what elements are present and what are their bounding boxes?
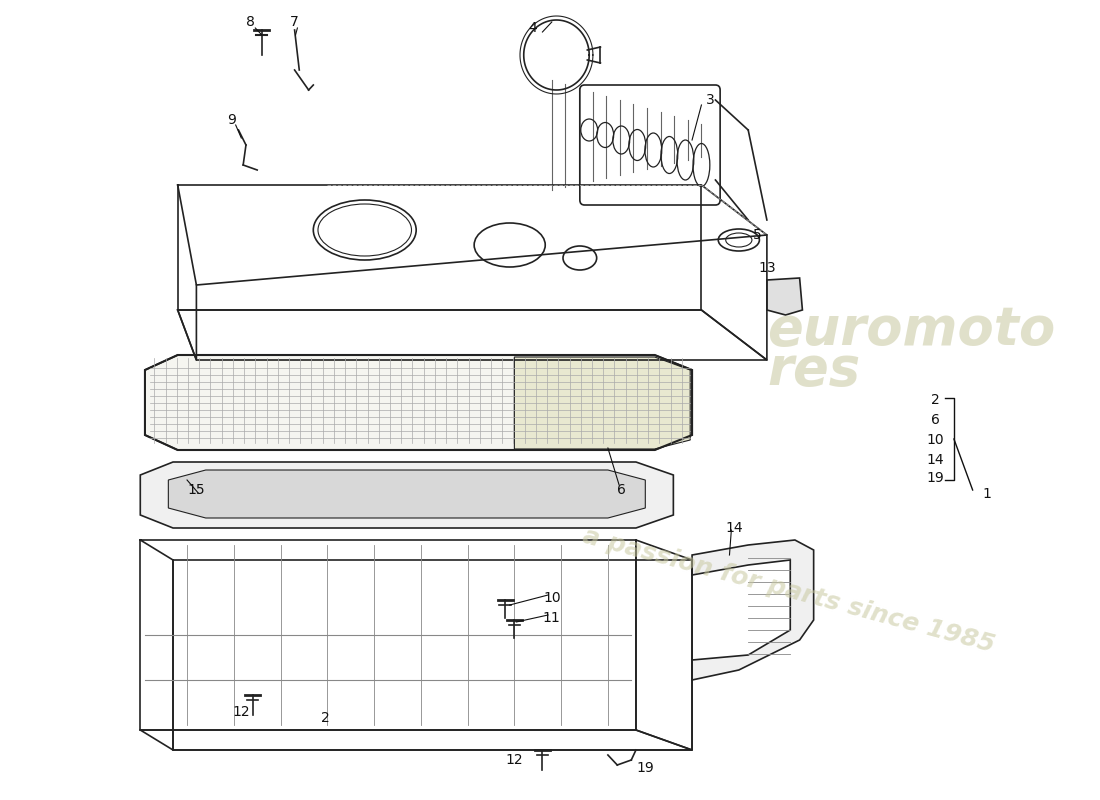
Text: 5: 5	[754, 228, 762, 242]
Polygon shape	[515, 357, 690, 449]
Text: 19: 19	[926, 471, 944, 485]
Text: 19: 19	[637, 761, 654, 775]
Text: 12: 12	[232, 705, 250, 719]
Text: 4: 4	[529, 21, 538, 35]
Text: 10: 10	[926, 433, 944, 447]
Polygon shape	[145, 355, 692, 450]
Polygon shape	[141, 462, 673, 528]
Text: 1: 1	[982, 487, 991, 501]
Text: 14: 14	[926, 453, 944, 467]
Text: 7: 7	[290, 15, 299, 29]
Text: 10: 10	[543, 591, 561, 605]
Text: 15: 15	[188, 483, 206, 497]
Text: 2: 2	[321, 711, 330, 725]
Text: 12: 12	[506, 753, 524, 767]
Text: res: res	[767, 344, 860, 396]
Text: euromoto: euromoto	[767, 304, 1055, 356]
Text: 6: 6	[617, 483, 626, 497]
Text: 11: 11	[543, 611, 561, 625]
Text: 14: 14	[725, 521, 742, 535]
Text: 2: 2	[931, 393, 939, 407]
Polygon shape	[692, 540, 814, 680]
Polygon shape	[168, 470, 646, 518]
Text: 9: 9	[228, 113, 236, 127]
Text: 6: 6	[931, 413, 939, 427]
Text: 8: 8	[246, 15, 255, 29]
Text: a passion for parts since 1985: a passion for parts since 1985	[580, 523, 998, 657]
Text: 3: 3	[706, 93, 715, 107]
Text: 13: 13	[758, 261, 776, 275]
Polygon shape	[767, 278, 802, 315]
